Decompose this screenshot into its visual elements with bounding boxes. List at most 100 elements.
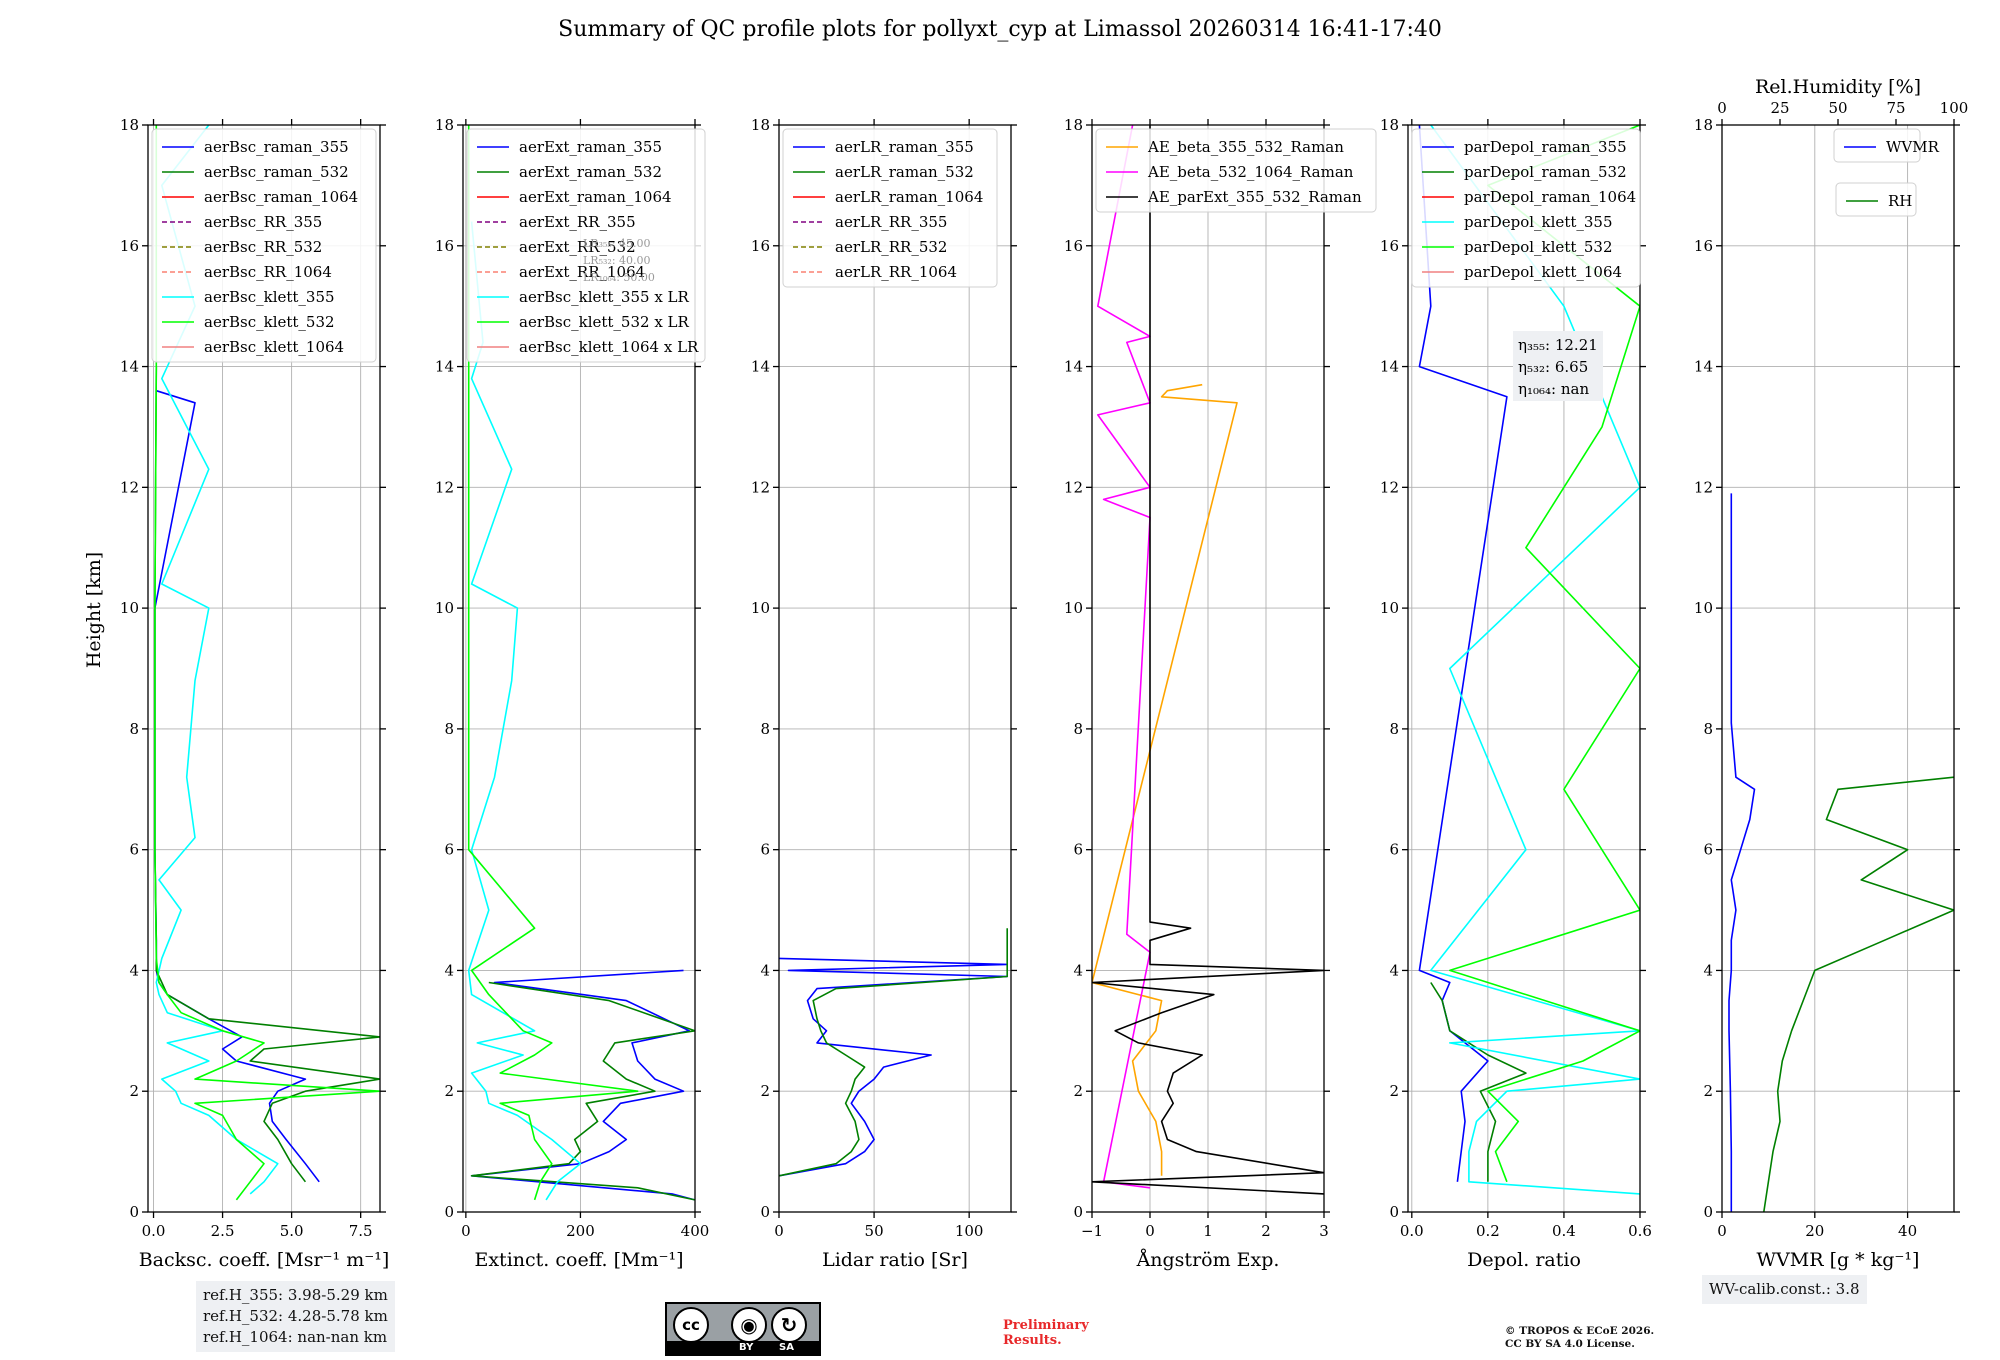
y-tick-label: 14 (120, 358, 139, 376)
x-tick-label: 2.5 (211, 1222, 235, 1240)
y-tick-label: 0 (1073, 1203, 1083, 1221)
y-tick-label: 12 (1380, 478, 1399, 496)
y-tick-label: 6 (444, 841, 454, 859)
series-line-parDepol_klett_532 (1449, 125, 1640, 1183)
eta-label: η₅₃₂: 6.65 (1518, 358, 1588, 376)
legend-label: aerBsc_klett_355 (204, 288, 335, 306)
y-tick-label: 10 (751, 599, 770, 617)
legend-box (1833, 128, 1921, 163)
series-line-aerBsc_raman_355 (154, 389, 320, 1183)
attribution-icon: ◉ (731, 1307, 767, 1343)
y-axis-label: Height [km] (83, 552, 105, 668)
series-group (1092, 125, 1324, 1195)
legend-box (782, 128, 998, 288)
legend-label: parDepol_klett_532 (1464, 238, 1613, 256)
x-tick-label: 20 (1805, 1222, 1824, 1240)
x-tick-label: 0.4 (1552, 1222, 1576, 1240)
y-tick-label: 10 (120, 599, 139, 617)
figure-title: Summary of QC profile plots for pollyxt_… (558, 17, 1442, 42)
y-tick-label: 6 (1073, 841, 1083, 859)
y-tick-label: 2 (129, 1082, 139, 1100)
legend-label: AE_parExt_355_532_Raman (1147, 188, 1362, 206)
y-tick-label: 14 (435, 358, 454, 376)
eta-label: η₁₀₆₄: nan (1518, 380, 1589, 398)
legend-label: aerBsc_klett_1064 x LR (519, 338, 699, 356)
y-tick-label: 0 (1703, 1203, 1713, 1221)
y-tick-label: 12 (751, 478, 770, 496)
y-tick-label: 14 (1380, 358, 1399, 376)
x-tick-label: 3 (1319, 1222, 1329, 1240)
series-line-AE_parExt_355_532_Raman (1092, 125, 1324, 1195)
x-axis-label: Backsc. coeff. [Msr⁻¹ m⁻¹] (139, 1249, 390, 1271)
legend-label: aerBsc_klett_355 x LR (519, 288, 690, 306)
y-tick-label: 6 (129, 841, 139, 859)
legend-label: AE_beta_355_532_Raman (1147, 138, 1344, 156)
series-group (154, 125, 380, 1201)
x-tick-label: 5.0 (280, 1222, 304, 1240)
x-tick-label: 50 (865, 1222, 884, 1240)
legend-label: aerLR_RR_532 (835, 238, 947, 256)
y-tick-label: 16 (435, 237, 454, 255)
lr-label: LR₁₀₆₄: 50.00 (583, 271, 655, 284)
y-tick-label: 18 (1694, 116, 1713, 134)
y-tick-label: 0 (444, 1203, 454, 1221)
legend-label: parDepol_raman_532 (1464, 163, 1627, 181)
cc-by-label: BY (739, 1342, 754, 1353)
lr-label: LR₃₅₅: 45.00 (583, 237, 651, 250)
cc-sa-label: SA (779, 1342, 794, 1353)
series-group (1728, 493, 1954, 1212)
series-line-parDepol_klett_355 (1430, 125, 1640, 1195)
preliminary-line-2: Results. (1003, 1333, 1062, 1348)
y-tick-label: 14 (1694, 358, 1713, 376)
panel-extinction: 0 2 4 6 8 10 12 14 16 18 0 200 400 Extinct. coeff. [M… (435, 116, 709, 1271)
legend-box (466, 128, 706, 363)
grid-lines (1721, 124, 1954, 1213)
legend-label: aerLR_raman_355 (835, 138, 974, 156)
y-tick-label: 12 (120, 478, 139, 496)
grid-lines (778, 124, 1011, 1213)
share-alike-icon: ↻ (771, 1307, 807, 1343)
y-tick-label: 10 (435, 599, 454, 617)
y-tick-label: 8 (1703, 720, 1713, 738)
y-tick-label: 18 (1380, 116, 1399, 134)
x-tick-label: −1 (1081, 1222, 1103, 1240)
y-tick-label: 8 (1073, 720, 1083, 738)
y-tick-label: 2 (760, 1082, 770, 1100)
x-tick-label: 2 (1261, 1222, 1271, 1240)
x-axis-label: WVMR [g * kg⁻¹] (1757, 1249, 1920, 1271)
y-tick-label: 0 (760, 1203, 770, 1221)
legend-label: aerBsc_raman_355 (204, 138, 349, 156)
legend-label: aerBsc_RR_1064 (204, 263, 332, 281)
top-x-tick-label: 0 (1717, 99, 1727, 117)
y-tick-label: 12 (435, 478, 454, 496)
legend-box (1411, 128, 1641, 288)
y-tick-label: 12 (1694, 478, 1713, 496)
x-axis-label: Ångström Exp. (1136, 1249, 1280, 1271)
x-tick-label: 0 (774, 1222, 784, 1240)
legend-label: aerLR_RR_1064 (835, 263, 957, 281)
series-line-aerBsc_klett_532 (154, 125, 380, 1201)
legend-label: aerExt_RR_355 (519, 213, 636, 231)
reference-height-box: ref.H_355: 3.98-5.29 km ref.H_532: 4.28-… (196, 1281, 395, 1352)
wv-calibration-box: WV-calib.const.: 3.8 (1702, 1275, 1867, 1304)
legend: aerLR_raman_355 aerLR_raman_532 aerLR_rama… (782, 128, 998, 288)
legend-label: aerBsc_raman_1064 (204, 188, 358, 206)
series-line-aerExt_raman_532 (470, 981, 695, 1201)
y-tick-label: 16 (1380, 237, 1399, 255)
y-tick-label: 2 (1389, 1082, 1399, 1100)
x-tick-label: 7.5 (349, 1222, 373, 1240)
y-tick-label: 6 (760, 841, 770, 859)
x-tick-label: 0.0 (142, 1222, 166, 1240)
series-line-AE_beta_355_532_Raman (1092, 383, 1238, 1176)
series-group (779, 928, 1009, 1177)
series-line-aerLR_raman_355 (779, 957, 1009, 1177)
y-tick-label: 8 (760, 720, 770, 738)
top-x-tick-label: 25 (1770, 99, 1789, 117)
cc-badge-strip: BY SA (667, 1341, 819, 1354)
copyright-note: © TROPOS & ECoE 2026. CC BY SA 4.0 Licen… (1505, 1325, 1654, 1351)
x-tick-label: 0 (461, 1222, 471, 1240)
eta-label: η₃₅₅: 12.21 (1518, 336, 1598, 354)
series-line-aerBsc_raman_532 (154, 366, 380, 1183)
x-tick-label: 40 (1898, 1222, 1917, 1240)
